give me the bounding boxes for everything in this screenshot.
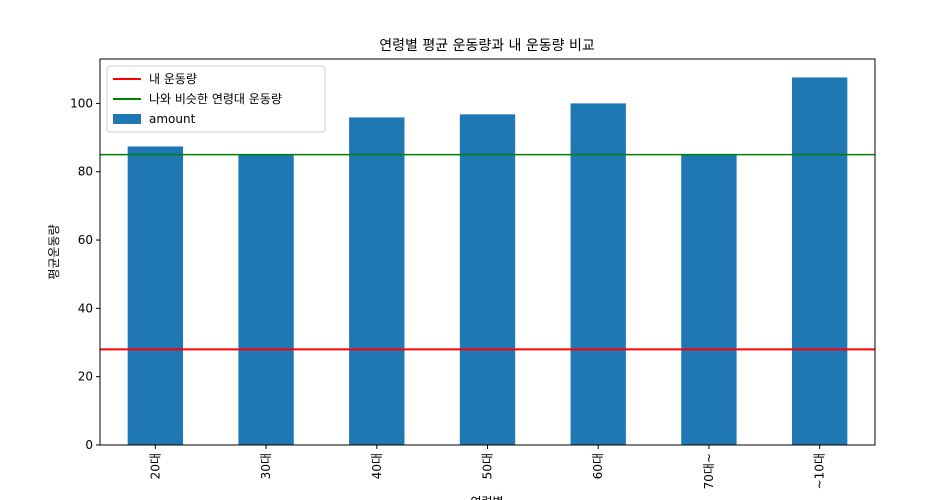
x-axis-label: 연령별: [470, 495, 503, 500]
x-tick-label: 30대: [259, 453, 273, 479]
x-tick-label: 70대~: [702, 453, 716, 489]
bar: [459, 114, 516, 446]
bar: [681, 153, 737, 445]
bar: [349, 117, 405, 446]
y-tick-label: 20: [78, 370, 93, 384]
bar: [127, 146, 184, 445]
bar: [791, 77, 848, 445]
chart-title: 연령별 평균 운동량과 내 운동량 비교: [379, 38, 595, 54]
x-tick-label: 20대: [148, 453, 162, 479]
legend-label: amount: [149, 112, 196, 126]
bar: [238, 154, 294, 446]
y-tick-label: 100: [70, 96, 93, 110]
y-tick-label: 40: [78, 301, 93, 315]
y-axis-label: 평균운동량: [47, 224, 61, 279]
x-tick-label: 50대: [481, 453, 495, 479]
y-tick-label: 60: [78, 233, 93, 247]
legend-label: 나와 비슷한 연령대 운동량: [149, 92, 282, 106]
y-tick-label: 80: [78, 165, 93, 179]
x-tick-label: ~10대: [813, 453, 827, 489]
bar: [570, 103, 626, 446]
legend-label: 내 운동량: [149, 72, 197, 86]
legend-box: [106, 65, 326, 133]
plot-frame: [99, 58, 876, 446]
y-tick-label: 0: [85, 438, 93, 452]
x-tick-label: 40대: [370, 453, 384, 479]
x-tick-label: 60대: [591, 453, 605, 479]
legend-swatch: [113, 114, 141, 124]
